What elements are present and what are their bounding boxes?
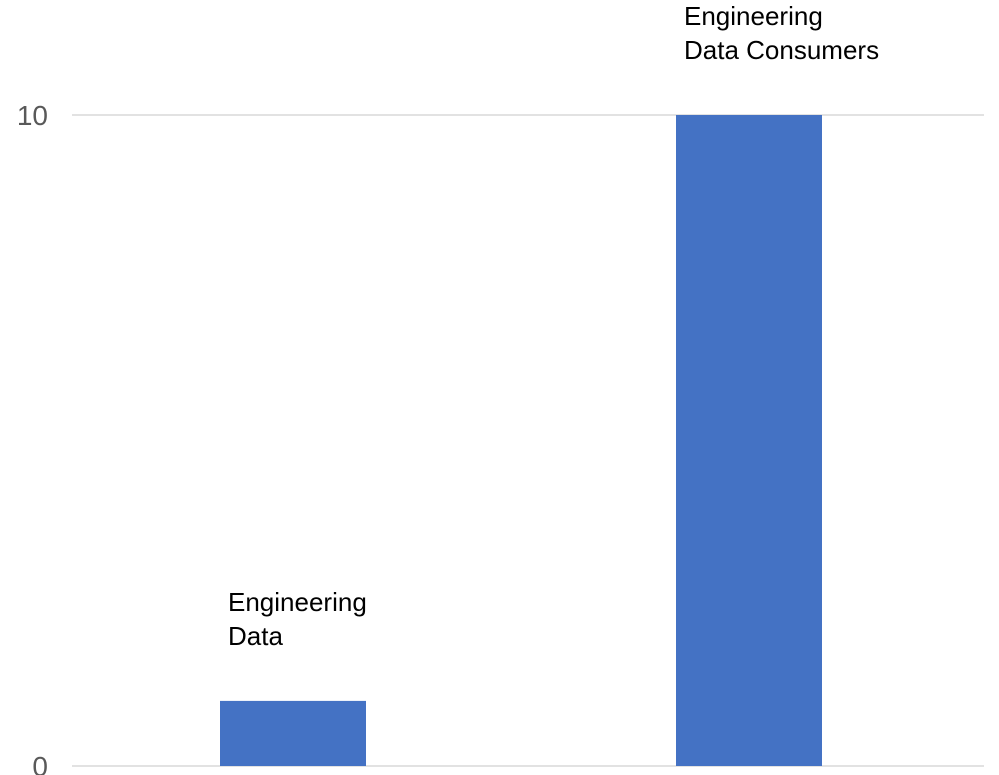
data-labels: Engineering Data Engineering Data Consumers	[228, 1, 879, 651]
y-tick-label: 0	[32, 751, 48, 775]
data-label-line: Data	[228, 621, 283, 651]
bar-1	[220, 700, 366, 766]
bar-2	[676, 115, 822, 766]
data-label-line: Engineering	[228, 587, 367, 617]
data-label-2: Engineering Data Consumers	[684, 1, 879, 65]
y-tick-label: 10	[17, 100, 48, 131]
data-label-1: Engineering Data	[228, 587, 367, 651]
data-label-line: Engineering	[684, 1, 823, 31]
y-axis-tick-labels: 0 10	[17, 100, 48, 775]
bars	[220, 115, 822, 766]
data-label-line: Data Consumers	[684, 35, 879, 65]
y-gridlines	[72, 114, 984, 767]
